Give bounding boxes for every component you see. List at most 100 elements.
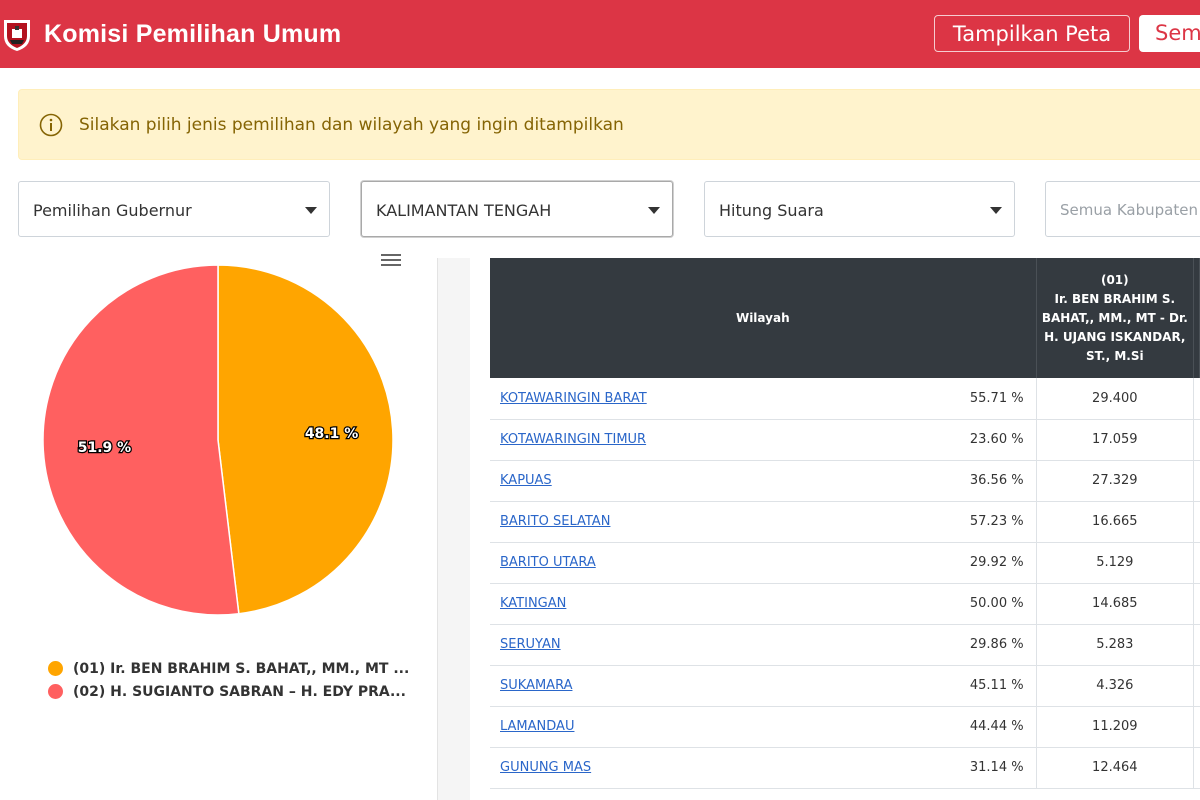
next-column-cell (1193, 706, 1200, 748)
chevron-down-icon (990, 207, 1002, 214)
vote-count-cell: 17.059 (1035, 419, 1195, 461)
vote-count-cell: 5.283 (1035, 624, 1195, 666)
table-row: LAMANDAU 44.44 % 11.209 (490, 706, 1200, 748)
region-cell: SUKAMARA 45.11 % (490, 665, 1037, 707)
region-link[interactable]: LAMANDAU (500, 719, 575, 734)
region-percentage: 50.00 % (969, 596, 1024, 611)
region-percentage: 44.44 % (969, 719, 1024, 734)
vote-count-cell: 5.129 (1035, 542, 1195, 584)
info-alert: Silakan pilih jenis pemilihan dan wilaya… (18, 89, 1200, 160)
region-link[interactable]: BARITO SELATAN (500, 514, 611, 529)
region-link[interactable]: KOTAWARINGIN TIMUR (500, 432, 647, 447)
legend-color-dot (48, 661, 63, 676)
next-column-cell (1193, 378, 1200, 420)
table-row: SUKAMARA 45.11 % 4.326 (490, 665, 1200, 707)
pie-slice-01[interactable] (217, 264, 394, 615)
next-column-cell (1193, 665, 1200, 707)
region-percentage: 29.92 % (969, 555, 1024, 570)
region-cell: KATINGAN 50.00 % (490, 583, 1037, 625)
region-link[interactable]: KOTAWARINGIN BARAT (500, 390, 647, 406)
chevron-down-icon (648, 207, 660, 214)
legend-label: (02) H. SUGIANTO SABRAN – H. EDY PRA... (73, 683, 406, 700)
region-percentage: 23.60 % (969, 432, 1024, 447)
vote-count-cell: 12.464 (1035, 747, 1195, 789)
count-mode-select[interactable]: Hitung Suara (704, 181, 1015, 237)
panel-divider (437, 258, 470, 800)
top-navbar: Komisi Pemilihan Umum Tampilkan Peta Sem (0, 0, 1200, 68)
table-row: GUNUNG MAS 31.14 % 12.464 (490, 747, 1200, 789)
election-type-value: Pemilihan Gubernur (33, 201, 192, 220)
legend-color-dot (48, 684, 63, 699)
regency-select[interactable]: Semua Kabupaten (1045, 181, 1200, 237)
region-cell: GUNUNG MAS 31.14 % (490, 747, 1037, 789)
legend-item-02[interactable]: (02) H. SUGIANTO SABRAN – H. EDY PRA... (48, 680, 409, 703)
candidate-name: Ir. BEN BRAHIM S. BAHAT,, MM., MT - Dr. … (1041, 291, 1188, 363)
region-percentage: 31.14 % (969, 760, 1024, 775)
column-header-next (1193, 258, 1200, 378)
next-column-cell (1193, 419, 1200, 461)
show-map-button[interactable]: Tampilkan Peta (934, 15, 1130, 52)
table-row: BARITO UTARA 29.92 % 5.129 (490, 542, 1200, 584)
pie-data-label: 51.9 % (78, 440, 131, 456)
region-percentage: 57.23 % (969, 514, 1024, 529)
next-column-cell (1193, 460, 1200, 502)
column-header-wilayah[interactable]: Wilayah (490, 258, 1037, 378)
region-link[interactable]: KAPUAS (500, 473, 552, 488)
region-cell: LAMANDAU 44.44 % (490, 706, 1037, 748)
pie-data-label: 48.1 % (305, 426, 358, 442)
region-link[interactable]: GUNUNG MAS (500, 760, 592, 775)
all-button[interactable]: Sem (1139, 15, 1200, 52)
region-percentage: 36.56 % (969, 473, 1024, 488)
chevron-down-icon (305, 207, 317, 214)
table-row: BARITO SELATAN 57.23 % 16.665 (490, 501, 1200, 543)
pie-slice-02[interactable] (42, 264, 240, 616)
region-cell: SERUYAN 29.86 % (490, 624, 1037, 666)
region-percentage: 29.86 % (969, 637, 1024, 652)
vote-count-cell: 16.665 (1035, 501, 1195, 543)
region-percentage: 45.11 % (969, 678, 1024, 693)
info-icon (39, 113, 63, 137)
legend-label: (01) Ir. BEN BRAHIM S. BAHAT,, MM., MT .… (73, 660, 410, 677)
table-header-row: Wilayah (01) Ir. BEN BRAHIM S. BAHAT,, M… (490, 258, 1200, 378)
vote-count-cell: 27.329 (1035, 460, 1195, 502)
table-row: KOTAWARINGIN TIMUR 23.60 % 17.059 (490, 419, 1200, 461)
region-cell: BARITO SELATAN 57.23 % (490, 501, 1037, 543)
chart-menu-icon[interactable] (380, 252, 402, 268)
vote-count-cell: 29.400 (1035, 378, 1195, 420)
region-cell: KOTAWARINGIN TIMUR 23.60 % (490, 419, 1037, 461)
candidate-number: (01) (1100, 272, 1129, 287)
region-link[interactable]: SERUYAN (500, 637, 561, 652)
next-column-cell (1193, 624, 1200, 666)
results-table: Wilayah (01) Ir. BEN BRAHIM S. BAHAT,, M… (490, 258, 1200, 789)
province-value: KALIMANTAN TENGAH (376, 201, 552, 220)
next-column-cell (1193, 583, 1200, 625)
table-row: KATINGAN 50.00 % 14.685 (490, 583, 1200, 625)
province-select[interactable]: KALIMANTAN TENGAH (361, 181, 673, 237)
region-cell: BARITO UTARA 29.92 % (490, 542, 1037, 584)
election-type-select[interactable]: Pemilihan Gubernur (18, 181, 330, 237)
region-link[interactable]: BARITO UTARA (500, 555, 596, 570)
next-column-cell (1193, 747, 1200, 789)
table-row: KOTAWARINGIN BARAT 55.71 % 29.400 (490, 378, 1200, 420)
table-row: KAPUAS 36.56 % 27.329 (490, 460, 1200, 502)
region-link[interactable]: KATINGAN (500, 596, 567, 611)
next-column-cell (1193, 501, 1200, 543)
region-cell: KOTAWARINGIN BARAT 55.71 % (490, 378, 1037, 420)
table-body: KOTAWARINGIN BARAT 55.71 % 29.400 KOTAWARIN… (490, 378, 1200, 789)
kpu-logo[interactable] (2, 16, 32, 52)
region-link[interactable]: SUKAMARA (500, 678, 573, 693)
vote-count-cell: 11.209 (1035, 706, 1195, 748)
region-percentage: 55.71 % (969, 390, 1024, 406)
alert-message: Silakan pilih jenis pemilihan dan wilaya… (79, 115, 624, 135)
legend-item-01[interactable]: (01) Ir. BEN BRAHIM S. BAHAT,, MM., MT .… (48, 657, 409, 680)
vote-count-cell: 4.326 (1035, 665, 1195, 707)
app-title[interactable]: Komisi Pemilihan Umum (44, 20, 342, 48)
next-column-cell (1193, 542, 1200, 584)
column-header-candidate-01[interactable]: (01) Ir. BEN BRAHIM S. BAHAT,, MM., MT -… (1036, 258, 1195, 378)
table-row: SERUYAN 29.86 % 5.283 (490, 624, 1200, 666)
vote-share-pie-chart: 48.1 % 51.9 % (42, 264, 394, 616)
regency-placeholder: Semua Kabupaten (1060, 201, 1198, 219)
chart-legend: (01) Ir. BEN BRAHIM S. BAHAT,, MM., MT .… (48, 657, 409, 703)
vote-count-cell: 14.685 (1035, 583, 1195, 625)
region-cell: KAPUAS 36.56 % (490, 460, 1037, 502)
